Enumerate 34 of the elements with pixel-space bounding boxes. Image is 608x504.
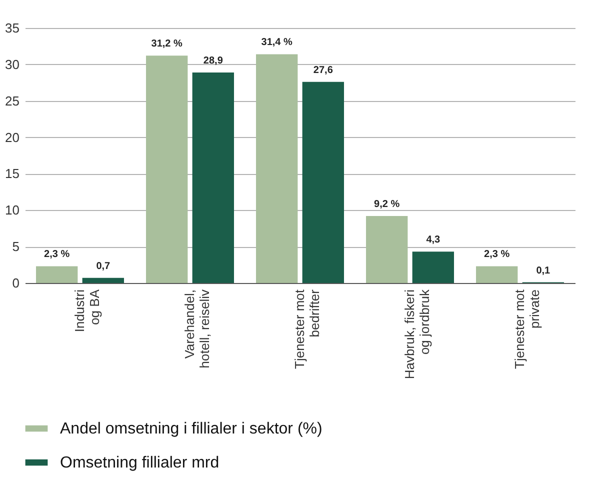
data-label: 0,7 [96, 260, 111, 272]
x-tick-label: Varehandel, hotell, reiseliv [182, 289, 212, 368]
bar [146, 56, 188, 283]
x-tick-label: Tjenester mot private [512, 289, 542, 369]
y-tick-label: 30 [5, 56, 20, 72]
x-tick-label: Tjenester mot bedrifter [292, 288, 322, 369]
bar [192, 72, 234, 283]
bar [366, 216, 408, 283]
bar [36, 266, 78, 283]
data-label: 4,3 [426, 234, 441, 246]
data-label: 2,3 % [484, 249, 510, 260]
legend-label: Omsetning fillialer mrd [60, 454, 220, 472]
y-tick-label: 10 [5, 202, 20, 218]
data-label: 2,3 % [44, 249, 70, 260]
data-label: 31,2 % [151, 38, 183, 50]
y-tick-label: 15 [5, 166, 20, 182]
data-label: 31,4 % [261, 37, 293, 48]
bar [302, 82, 344, 283]
data-label: 0,1 [536, 265, 551, 276]
y-tick-label: 35 [5, 20, 20, 36]
y-tick-label: 5 [12, 239, 20, 254]
y-tick-label: 0 [12, 276, 20, 290]
bar [412, 252, 454, 283]
x-tick-label: Havbruk, fiskeri og jordbruk [402, 289, 432, 380]
x-tick-label: Industri og BA [72, 289, 102, 332]
data-label: 28,9 [203, 55, 224, 66]
legend-label: Andel omsetning i fillialer i sektor (%) [60, 420, 322, 438]
y-tick-label: 20 [5, 130, 20, 145]
bar [476, 266, 518, 283]
bar [256, 54, 298, 283]
data-label: 27,6 [313, 64, 334, 76]
y-tick-label: 25 [5, 93, 20, 108]
data-label: 9,2 % [374, 198, 400, 210]
bar [82, 278, 124, 283]
